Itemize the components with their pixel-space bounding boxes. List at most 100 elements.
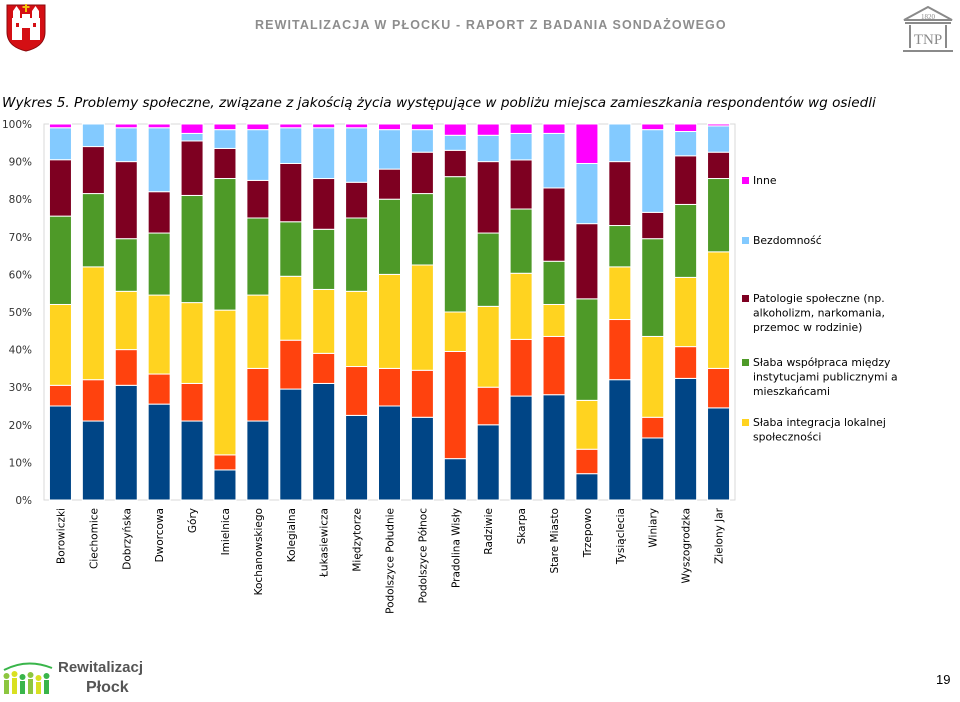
y-tick-label: 50% (9, 307, 32, 319)
bar-segment (246, 294, 270, 369)
bar-segment (345, 123, 369, 129)
bar-segment (476, 386, 500, 426)
legend-item: Patologie społeczne (np. alkoholizm, nark… (742, 292, 885, 334)
bar-segment (509, 159, 533, 210)
bar-segment (378, 168, 401, 200)
legend-item: Słaba współpraca między instytucjami publ… (742, 356, 898, 398)
bar-segment (509, 272, 533, 340)
x-tick-label: Winiary (648, 508, 660, 548)
y-tick-label: 0% (15, 495, 32, 507)
bar-segment (542, 187, 566, 262)
bar-segment (608, 225, 632, 268)
bar-segment (114, 123, 138, 129)
bar-segment (114, 349, 138, 386)
y-tick-label: 20% (9, 420, 32, 432)
x-tick-label: Zielony Jar (714, 507, 726, 564)
x-tick-label: Góry (187, 508, 199, 533)
bar-segment (608, 319, 632, 381)
bar-segment (279, 162, 303, 223)
bar-segment (509, 123, 533, 134)
legend-swatch (742, 419, 749, 426)
bar-segment (542, 303, 566, 337)
bar-segment (213, 147, 237, 180)
bar-segment (81, 193, 105, 268)
bar-segment (707, 251, 731, 369)
bar-segment (542, 123, 566, 134)
legend-label: Bezdomność (753, 234, 822, 247)
bar-segment (213, 469, 237, 501)
bar-segment (378, 198, 401, 275)
bar-segment (542, 132, 566, 189)
bar-segment (147, 123, 171, 129)
bar-segment (279, 388, 303, 501)
bar-segment (707, 151, 731, 180)
bar-segment (180, 132, 204, 142)
bar-segment (114, 290, 138, 351)
bar-segment (410, 416, 434, 501)
bar-segment (246, 217, 270, 296)
x-tick-label: Podolszyce Południe (385, 508, 397, 614)
bar-segment (213, 123, 237, 131)
bar-segment (378, 405, 401, 501)
bar-segment (279, 221, 303, 277)
bar-segment (147, 232, 171, 296)
bar-segment (48, 127, 72, 161)
bar-segment (641, 335, 665, 418)
bar-segment (608, 123, 632, 163)
bar-segment (509, 208, 533, 274)
page-number: 19 (936, 672, 951, 687)
bar-segment (641, 437, 665, 501)
bar-segment (575, 448, 599, 475)
bar-segment (246, 123, 270, 131)
legend-label: Patologie społeczne (np. alkoholizm, nark… (753, 292, 885, 334)
x-tick-label: Dobrzyńska (121, 508, 133, 570)
x-tick-label: Ciechomice (88, 508, 100, 569)
y-tick-label: 10% (9, 457, 32, 469)
bar-segment (608, 266, 632, 321)
bar-segment (246, 129, 270, 181)
bar-segment (641, 238, 665, 337)
y-tick-label: 70% (9, 232, 32, 244)
x-tick-label: Skarpa (516, 508, 528, 544)
bar-segment (575, 162, 599, 225)
bar-segment (345, 414, 369, 501)
bar-segment (147, 373, 171, 405)
x-tick-label: Kolegialna (286, 508, 298, 562)
x-tick-label: Łukasiewicza (319, 508, 331, 578)
bar-segment (312, 123, 336, 129)
bar-segment (213, 454, 237, 471)
bar-segment (279, 275, 303, 341)
bar-segment (48, 215, 72, 305)
bar-segment (410, 123, 434, 131)
legend-swatch (742, 237, 749, 244)
x-tick-label: Kochanowskiego (253, 508, 265, 595)
bar-segment (279, 123, 303, 129)
bar-segment (641, 123, 665, 131)
bar-segment (674, 346, 698, 379)
legend-item: Bezdomność (742, 234, 822, 247)
bar-segment (180, 123, 204, 134)
y-tick-label: 60% (9, 269, 32, 281)
bar-segment (48, 303, 72, 386)
bar-segment (180, 140, 204, 196)
bar-segment (213, 129, 237, 149)
bar-segment (410, 369, 434, 418)
bar-segment (410, 264, 434, 371)
bar-segment (443, 123, 467, 136)
x-tick-label: Tysiąclecia (615, 508, 627, 565)
legend-swatch (742, 295, 749, 302)
y-tick-label: 30% (9, 382, 32, 394)
x-tick-label: Wyszogrodzka (681, 508, 693, 584)
bar-segment (707, 407, 731, 501)
bar-segment (509, 395, 533, 501)
plock-coat-of-arms-icon (6, 4, 46, 52)
bar-segment (542, 335, 566, 396)
bar-segment (345, 366, 369, 416)
bar-segment (674, 130, 698, 157)
bar-segment (114, 238, 138, 292)
bar-segment (246, 367, 270, 422)
bar-segment (114, 127, 138, 163)
bar-segment (114, 161, 138, 240)
y-tick-label: 80% (9, 194, 32, 206)
bar-segment (476, 232, 500, 307)
